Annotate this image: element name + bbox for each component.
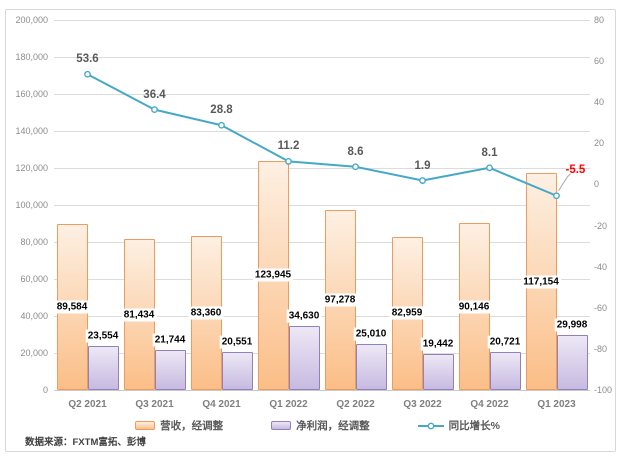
revenue-bar-label: 123,945: [252, 268, 294, 282]
legend-item-profit: 净利润，经调整: [271, 418, 370, 433]
profit-bar: [221, 351, 253, 390]
growth-point-label: 28.8: [210, 104, 233, 117]
y-axis-tick-left: 100,000: [15, 200, 48, 210]
profit-bar-label: 20,721: [487, 335, 523, 349]
revenue-bar-label: 117,154: [521, 275, 561, 289]
category-label: Q1 2022: [269, 399, 308, 410]
y-axis-tick-left: 200,000: [15, 15, 48, 25]
profit-bar-label: 21,744: [152, 333, 188, 347]
legend-item-revenue: 营收，经调整: [135, 418, 223, 433]
gridline: [54, 94, 590, 95]
y-axis-tick-right: -20: [594, 220, 608, 231]
category-label: Q2 2021: [68, 399, 107, 410]
profit-bar-label: 23,554: [85, 329, 121, 343]
profit-bar: [87, 346, 119, 390]
y-axis-tick-left: 120,000: [15, 163, 48, 173]
y-axis-tick-right: -40: [594, 261, 608, 272]
revenue-bar-label: 83,360: [188, 306, 224, 320]
category-label: Q4 2021: [202, 399, 241, 410]
gridline: [54, 20, 590, 21]
y-axis-tick-right: -60: [594, 302, 608, 313]
y-axis-tick-left: 160,000: [15, 89, 48, 99]
y-axis-tick-left: 20,000: [20, 348, 48, 358]
profit-bar: [355, 343, 387, 390]
profit-bar: [422, 354, 454, 390]
growth-point-label: 8.1: [481, 146, 498, 159]
category-label: Q4 2022: [470, 399, 509, 410]
revenue-bar-label: 89,584: [54, 300, 90, 314]
gridline: [54, 205, 590, 206]
category-label: Q1 2023: [537, 399, 576, 410]
growth-marker-icon: [419, 177, 426, 184]
profit-swatch-icon: [271, 421, 292, 430]
profit-bar: [288, 325, 320, 390]
revenue-bar-label: 82,959: [389, 306, 425, 320]
gridline: [54, 279, 590, 280]
growth-marker-icon: [151, 106, 158, 114]
source-note: 数据来源：FXTM富拓、彭博: [25, 437, 146, 448]
category-label: Q3 2022: [403, 399, 442, 410]
y-axis-tick-left: 180,000: [15, 52, 48, 62]
growth-marker-icon: [84, 70, 91, 78]
growth-point-label: -5.5: [565, 163, 586, 176]
legend-label-growth: 同比增长%: [448, 420, 500, 432]
legend-label-revenue: 营收，经调整: [160, 420, 224, 432]
legend: 营收，经调整 净利润，经调整 同比增长%: [0, 418, 635, 433]
y-axis-tick-left: 40,000: [20, 311, 48, 321]
profit-bar: [489, 351, 521, 390]
y-axis-tick-right: 60: [594, 56, 605, 67]
y-axis-tick-right: 80: [594, 15, 605, 25]
profit-bar: [154, 349, 186, 390]
profit-bar-label: 25,010: [353, 327, 389, 341]
revenue-swatch-icon: [135, 421, 156, 430]
revenue-bar-label: 90,146: [456, 300, 492, 314]
y-axis-tick-left: 80,000: [20, 237, 48, 247]
revenue-bar-label: 81,434: [121, 308, 157, 322]
profit-bar-label: 20,551: [219, 335, 255, 349]
y-axis-tick-right: 40: [594, 97, 605, 108]
gridline: [54, 316, 590, 317]
legend-item-growth: 同比增长%: [417, 418, 500, 433]
growth-marker-icon: [218, 121, 225, 129]
profit-bar-label: 29,998: [554, 318, 590, 331]
y-axis-tick-left: 0: [42, 385, 48, 395]
gridline: [54, 131, 590, 132]
y-axis-tick-right: -80: [594, 343, 608, 354]
gridline: [54, 168, 590, 169]
profit-bar-label: 34,630: [286, 309, 322, 323]
growth-point-label: 1.9: [414, 159, 431, 172]
gridline: [54, 353, 590, 354]
category-label: Q2 2022: [336, 399, 375, 410]
y-axis-tick-right: -100: [594, 385, 613, 395]
revenue-bar-label: 97,278: [322, 293, 358, 307]
growth-point-label: 36.4: [143, 88, 166, 101]
growth-point-label: 11.2: [277, 140, 300, 153]
growth-point-label: 53.6: [76, 53, 99, 66]
category-label: Q3 2021: [135, 399, 174, 410]
profit-bar: [556, 334, 588, 390]
y-axis-tick-left: 140,000: [15, 126, 48, 136]
callout-leader-line: [558, 173, 571, 192]
x-axis-line: [54, 390, 590, 391]
y-axis-tick-left: 60,000: [20, 274, 48, 284]
legend-label-profit: 净利润，经调整: [296, 420, 370, 432]
growth-point-label: 8.6: [347, 145, 364, 158]
gridline: [54, 57, 590, 58]
line-marker-swatch-icon: [417, 422, 444, 429]
profit-bar-label: 19,442: [420, 337, 456, 351]
y-axis-tick-right: 0: [594, 179, 600, 190]
gridline: [54, 242, 590, 243]
y-axis-tick-right: 20: [594, 138, 605, 149]
